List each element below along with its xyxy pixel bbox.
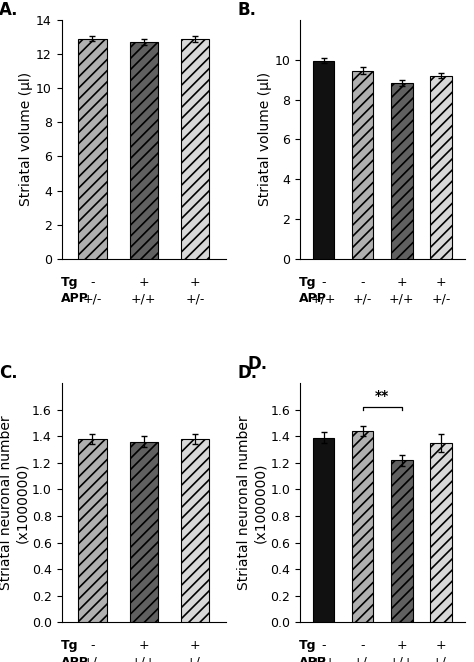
Bar xyxy=(78,439,107,622)
Text: Tg: Tg xyxy=(299,639,317,652)
Text: +/-: +/- xyxy=(353,293,373,305)
Text: +: + xyxy=(397,275,407,289)
Text: +/+: +/+ xyxy=(389,656,415,662)
Text: -: - xyxy=(321,639,326,652)
Text: B.: B. xyxy=(237,1,256,19)
Text: +/-: +/- xyxy=(431,656,451,662)
Bar xyxy=(352,71,374,259)
Text: +: + xyxy=(138,639,149,652)
Text: APP: APP xyxy=(61,293,89,305)
Bar xyxy=(130,42,158,259)
Text: -: - xyxy=(360,275,365,289)
Text: -: - xyxy=(321,275,326,289)
Text: +/-: +/- xyxy=(185,656,205,662)
Y-axis label: Striatal neuronal number
(x1000000): Striatal neuronal number (x1000000) xyxy=(237,416,267,590)
Bar xyxy=(430,75,452,259)
Bar xyxy=(313,438,334,622)
Text: D.: D. xyxy=(247,355,267,373)
Text: Tg: Tg xyxy=(61,275,78,289)
Text: C.: C. xyxy=(0,364,18,382)
Text: +: + xyxy=(190,275,201,289)
Text: +: + xyxy=(397,639,407,652)
Text: +/-: +/- xyxy=(83,293,102,305)
Y-axis label: Striatal volume (µl): Striatal volume (µl) xyxy=(258,72,272,207)
Text: +/-: +/- xyxy=(83,656,102,662)
Text: +/-: +/- xyxy=(185,293,205,305)
Bar xyxy=(78,38,107,259)
Text: +: + xyxy=(436,275,447,289)
Text: -: - xyxy=(90,639,95,652)
Text: +/-: +/- xyxy=(431,293,451,305)
Bar xyxy=(181,38,210,259)
Text: +/+: +/+ xyxy=(131,656,156,662)
Text: +: + xyxy=(436,639,447,652)
Bar xyxy=(352,431,374,622)
Text: +/+: +/+ xyxy=(131,293,156,305)
Text: +: + xyxy=(190,639,201,652)
Text: APP: APP xyxy=(61,656,89,662)
Text: Tg: Tg xyxy=(61,639,78,652)
Text: +/+: +/+ xyxy=(311,656,337,662)
Text: -: - xyxy=(90,275,95,289)
Text: A.: A. xyxy=(0,1,18,19)
Bar xyxy=(391,460,413,622)
Text: **: ** xyxy=(375,389,390,403)
Text: +/+: +/+ xyxy=(389,293,415,305)
Bar xyxy=(313,61,334,259)
Bar xyxy=(430,443,452,622)
Text: -: - xyxy=(360,639,365,652)
Text: +: + xyxy=(138,275,149,289)
Text: Tg: Tg xyxy=(299,275,317,289)
Text: APP: APP xyxy=(299,293,327,305)
Bar xyxy=(130,442,158,622)
Text: D.: D. xyxy=(237,364,258,382)
Text: APP: APP xyxy=(299,656,327,662)
Y-axis label: Striatal neuronal number
(x1000000): Striatal neuronal number (x1000000) xyxy=(0,416,29,590)
Bar xyxy=(181,439,210,622)
Bar xyxy=(391,83,413,259)
Text: +/+: +/+ xyxy=(311,293,337,305)
Y-axis label: Striatal volume (µl): Striatal volume (µl) xyxy=(19,72,33,207)
Text: +/-: +/- xyxy=(353,656,373,662)
